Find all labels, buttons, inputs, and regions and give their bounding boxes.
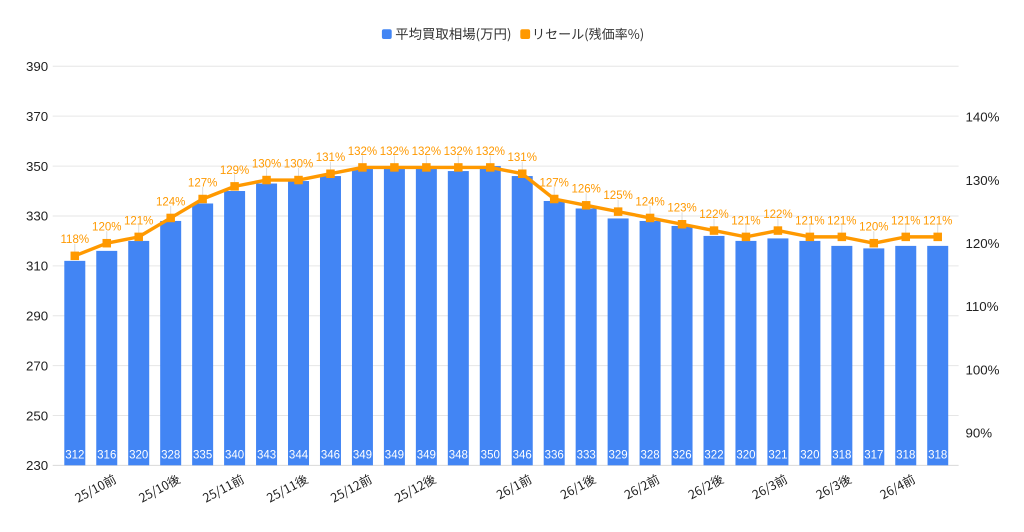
svg-text:326: 326 xyxy=(672,450,691,462)
svg-text:336: 336 xyxy=(545,450,564,462)
svg-text:132%: 132% xyxy=(380,146,409,158)
svg-text:132%: 132% xyxy=(412,146,441,158)
svg-text:348: 348 xyxy=(449,450,468,462)
svg-text:349: 349 xyxy=(385,450,404,462)
svg-text:318: 318 xyxy=(928,450,947,462)
svg-text:90%: 90% xyxy=(966,425,993,440)
svg-text:343: 343 xyxy=(257,450,276,462)
svg-text:349: 349 xyxy=(417,450,436,462)
svg-text:131%: 131% xyxy=(508,152,537,164)
svg-text:125%: 125% xyxy=(603,190,632,202)
svg-text:333: 333 xyxy=(577,450,596,462)
svg-text:250: 250 xyxy=(26,408,48,423)
svg-text:312: 312 xyxy=(65,450,84,462)
svg-text:320: 320 xyxy=(800,450,819,462)
svg-text:121%: 121% xyxy=(891,215,920,227)
svg-text:350: 350 xyxy=(26,159,48,174)
svg-text:127%: 127% xyxy=(539,177,568,189)
svg-text:349: 349 xyxy=(353,450,372,462)
svg-text:120%: 120% xyxy=(966,236,1000,251)
svg-text:132%: 132% xyxy=(348,146,377,158)
svg-text:110%: 110% xyxy=(966,299,999,314)
svg-text:129%: 129% xyxy=(220,165,249,177)
svg-text:122%: 122% xyxy=(763,209,792,221)
svg-text:318: 318 xyxy=(832,450,851,462)
svg-text:316: 316 xyxy=(97,450,116,462)
svg-text:132%: 132% xyxy=(476,146,505,158)
svg-text:140%: 140% xyxy=(966,110,1000,125)
svg-text:346: 346 xyxy=(513,450,532,462)
svg-text:126%: 126% xyxy=(571,184,600,196)
svg-text:317: 317 xyxy=(864,450,883,462)
svg-text:320: 320 xyxy=(736,450,755,462)
svg-text:131%: 131% xyxy=(316,152,345,164)
svg-text:270: 270 xyxy=(26,358,48,373)
svg-text:120%: 120% xyxy=(859,222,888,234)
svg-text:310: 310 xyxy=(26,259,48,274)
svg-text:124%: 124% xyxy=(635,196,664,208)
svg-text:121%: 121% xyxy=(923,215,952,227)
svg-text:120%: 120% xyxy=(92,222,121,234)
svg-text:328: 328 xyxy=(161,450,180,462)
svg-text:121%: 121% xyxy=(795,215,824,227)
svg-text:346: 346 xyxy=(321,450,340,462)
svg-text:320: 320 xyxy=(129,450,148,462)
svg-text:124%: 124% xyxy=(156,196,185,208)
svg-text:344: 344 xyxy=(289,450,309,462)
svg-text:121%: 121% xyxy=(827,215,856,227)
svg-text:121%: 121% xyxy=(124,215,153,227)
svg-text:130%: 130% xyxy=(252,158,281,170)
svg-text:122%: 122% xyxy=(699,209,728,221)
svg-text:350: 350 xyxy=(481,450,500,462)
svg-text:321: 321 xyxy=(768,450,787,462)
svg-text:132%: 132% xyxy=(444,146,473,158)
svg-text:121%: 121% xyxy=(731,215,760,227)
svg-text:322: 322 xyxy=(704,450,723,462)
svg-text:329: 329 xyxy=(609,450,628,462)
svg-text:130%: 130% xyxy=(284,158,313,170)
svg-text:118%: 118% xyxy=(61,234,90,246)
svg-text:328: 328 xyxy=(640,450,659,462)
svg-text:123%: 123% xyxy=(667,203,696,215)
svg-text:100%: 100% xyxy=(966,362,1000,377)
svg-text:318: 318 xyxy=(896,450,915,462)
svg-text:290: 290 xyxy=(26,308,48,323)
svg-text:370: 370 xyxy=(26,109,48,124)
svg-text:340: 340 xyxy=(225,450,244,462)
svg-text:127%: 127% xyxy=(188,177,217,189)
svg-text:130%: 130% xyxy=(966,173,1000,188)
svg-text:330: 330 xyxy=(26,209,48,224)
svg-text:335: 335 xyxy=(193,450,212,462)
svg-text:390: 390 xyxy=(26,59,48,74)
svg-text:230: 230 xyxy=(26,458,48,473)
